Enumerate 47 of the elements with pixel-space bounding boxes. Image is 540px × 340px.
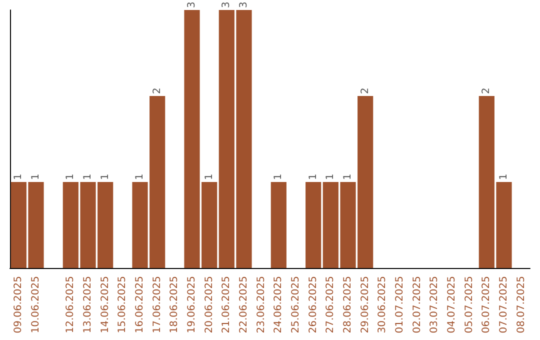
data-label: 1 [273,174,284,180]
x-tick-label: 21.06.2025 [221,276,232,334]
x-tick-label: 25.06.2025 [290,276,302,334]
data-label: 1 [308,174,319,180]
x-tick-label: 17.06.2025 [152,276,163,334]
data-label: 3 [221,2,232,8]
x-tick-label: 29.06.2025 [360,276,371,334]
x-tick-label: 22.06.2025 [238,276,250,334]
data-label: 1 [13,174,24,180]
data-label: 1 [498,174,510,180]
x-tick-label: 09.06.2025 [13,276,24,334]
x-tick-label: 12.06.2025 [65,276,76,334]
data-label: 3 [186,2,198,8]
x-tick-label: 03.07.2025 [429,276,440,334]
x-tick-label: 18.06.2025 [169,276,180,334]
x-tick-label: 16.06.2025 [134,276,146,334]
x-tick-label: 05.07.2025 [464,276,475,334]
x-tick-label: 30.06.2025 [377,276,388,334]
x-tick-label: 13.06.2025 [82,276,94,334]
x-tick-label: 20.06.2025 [204,276,215,334]
data-label: 1 [30,174,42,180]
x-tick-label: 06.07.2025 [481,276,492,334]
data-label: 1 [65,174,76,180]
data-label: 1 [342,174,354,180]
x-tick-label: 26.06.2025 [308,276,319,334]
x-tick-label: 07.07.2025 [498,276,510,334]
data-label: 1 [325,174,336,180]
x-tick-label: 27.06.2025 [325,276,336,334]
data-label: 1 [204,174,215,180]
x-tick-label: 01.07.2025 [394,276,406,334]
x-tick-label: 10.06.2025 [30,276,42,334]
data-label: 2 [152,88,163,94]
data-label: 1 [82,174,94,180]
x-tick-label: 23.06.2025 [256,276,267,334]
data-label: 2 [481,88,492,94]
data-label: 3 [238,2,250,8]
data-label: 1 [134,174,146,180]
x-tick-label: 19.06.2025 [186,276,198,334]
x-tick-label: 28.06.2025 [342,276,354,334]
data-label: 2 [360,88,371,94]
x-tick-label: 08.07.2025 [516,276,527,334]
x-tick-label: 14.06.2025 [100,276,111,334]
x-tick-label: 15.06.2025 [117,276,128,334]
x-tick-label: 02.07.2025 [412,276,423,334]
x-tick-label: 04.07.2025 [446,276,458,334]
data-label: 1 [100,174,111,180]
x-tick-label: 24.06.2025 [273,276,284,334]
